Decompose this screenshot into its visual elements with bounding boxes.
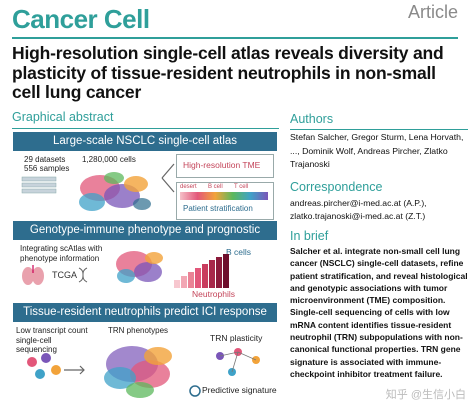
email-pircher[interactable]: andreas.pircher@i-med.ac.at (A.P.), [290,198,427,208]
tme-box: High-resolution TME [176,154,274,178]
article-title: High-resolution single-cell atlas reveal… [12,43,444,102]
panel1-band: Large-scale NSCLC single-cell atlas [13,132,277,151]
in-brief-text: Salcher et al. integrate non-small cell … [290,246,468,379]
graphical-abstract: Large-scale NSCLC single-cell atlas 29 d… [12,130,278,405]
lung-icon [22,265,44,285]
tme-label: High-resolution TME [183,160,261,170]
journal-name: Cancer Cell [12,4,150,34]
authors-rule [290,129,468,130]
stratification-label: Patient stratification [183,204,253,213]
box-col-bcell: B cell [208,184,223,190]
article-type: Article [407,2,458,22]
panel3-trn: TRN phenotypes [108,326,169,335]
watermark: 知乎 @生信小白 [385,389,466,401]
predictive-label: Predictive signature [202,385,277,395]
plasticity-icon [216,348,260,376]
tcga-label: TCGA [52,270,78,280]
panel2-band: Genotype-immune phenotype and prognostic… [13,221,277,255]
panel1-cells: 1,280,000 cells [82,155,136,164]
sample-stack-icon [21,176,57,194]
neutrophils-label: Neutrophils [192,289,235,299]
box-col-desert: desert [180,184,197,190]
dna-icon [78,267,88,283]
in-brief-heading: In brief [290,229,329,243]
correspondence-heading: Correspondence [290,180,383,194]
umap-icon-2 [116,251,163,283]
correspondence-block: andreas.pircher@i-med.ac.at (A.P.), zlat… [290,197,472,223]
heatmap-strip [180,192,268,200]
trn-umap-icon [104,346,172,398]
authors-list: Stefan Salcher, Gregor Sturm, Lena Horva… [290,132,464,169]
bar-heatmap-icon [174,254,229,288]
panel3-low: Low transcript count single-cell sequenc… [16,326,88,354]
panel2-integrating: Integrating scAtlas with phenotype infor… [20,244,103,263]
arrow-icon [161,163,175,193]
header-rule [12,37,458,39]
plasticity-label: TRN plasticity [210,333,263,343]
bcells-label: B cells [226,247,252,257]
panel1-datasets: 29 datasets [24,155,66,164]
umap-atlas-icon [79,172,151,211]
predictive-icon [189,385,201,397]
panel1-samples: 556 samples [24,164,70,173]
box-col-tcell: T cell [234,184,249,190]
graphical-abstract-heading: Graphical abstract [12,110,114,124]
panel3-band: Tissue-resident neutrophils predict ICI … [13,303,277,322]
stratification-box: Patient stratification [176,182,274,220]
email-trajanoski[interactable]: zlatko.trajanoski@i-med.ac.at (Z.T.) [290,211,426,221]
graphical-abstract-rule [12,128,279,129]
sequencing-icon [27,353,85,379]
authors-heading: Authors [290,112,334,126]
